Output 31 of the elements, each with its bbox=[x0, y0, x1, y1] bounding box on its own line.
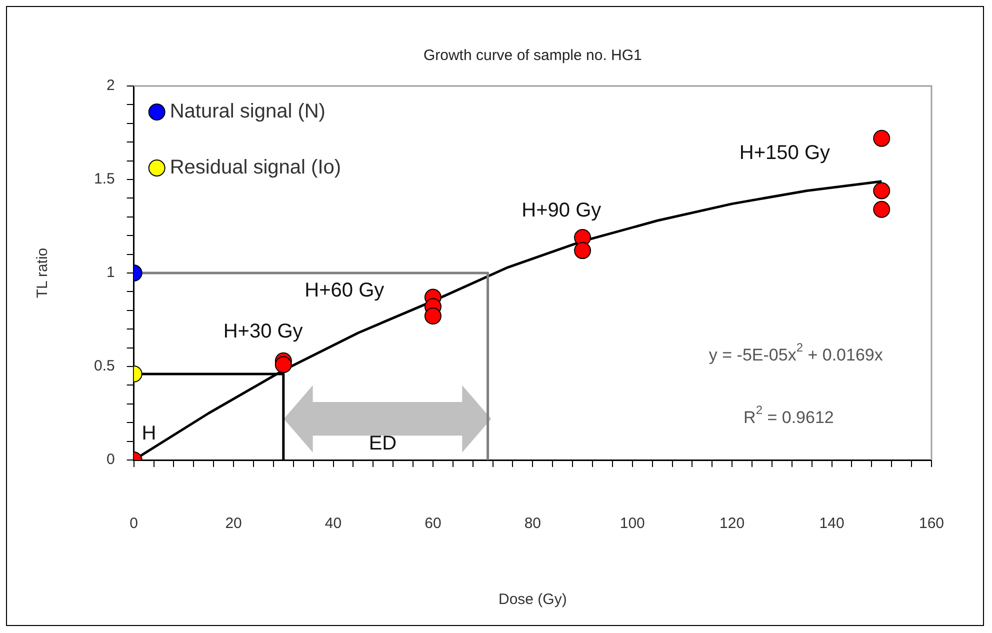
annotation: H+30 Gy bbox=[223, 320, 303, 343]
x-tick-label: 80 bbox=[524, 515, 542, 532]
x-tick-label: 160 bbox=[918, 515, 944, 532]
annotation: ED bbox=[368, 432, 397, 454]
x-tick-label: 20 bbox=[225, 515, 242, 532]
x-tick-label: 120 bbox=[720, 515, 745, 532]
point bbox=[873, 130, 890, 147]
chart-title: Growth curve of sample no. HG1 bbox=[423, 47, 642, 64]
x-tick-label: 0 bbox=[130, 515, 138, 532]
y-tick-label: 1 bbox=[106, 264, 115, 282]
annotation: H+60 Gy bbox=[304, 279, 384, 302]
annotation: H+150 Gy bbox=[739, 142, 830, 164]
point bbox=[873, 182, 890, 200]
point bbox=[424, 308, 442, 325]
point bbox=[574, 242, 592, 260]
legend-label: Residual signal (Io) bbox=[170, 156, 342, 179]
point bbox=[873, 200, 890, 218]
legend-label: Natural signal (N) bbox=[170, 100, 326, 123]
x-tick-label: 60 bbox=[424, 515, 442, 532]
y-tick-label: 2 bbox=[106, 77, 115, 94]
x-tick-label: 100 bbox=[620, 515, 645, 532]
point bbox=[274, 356, 292, 374]
x-tick-label: 40 bbox=[324, 515, 342, 532]
y-axis-title: TL ratio bbox=[34, 248, 52, 298]
x-axis-title: Dose (Gy) bbox=[498, 591, 567, 608]
annotation: H bbox=[142, 422, 156, 445]
y-tick-label: 0 bbox=[106, 451, 115, 468]
x-tick-label: 140 bbox=[819, 515, 844, 532]
y-tick-label: 0.5 bbox=[94, 358, 115, 375]
y-tick-label: 1.5 bbox=[94, 170, 115, 188]
annotation: H+90 Gy bbox=[522, 199, 602, 222]
